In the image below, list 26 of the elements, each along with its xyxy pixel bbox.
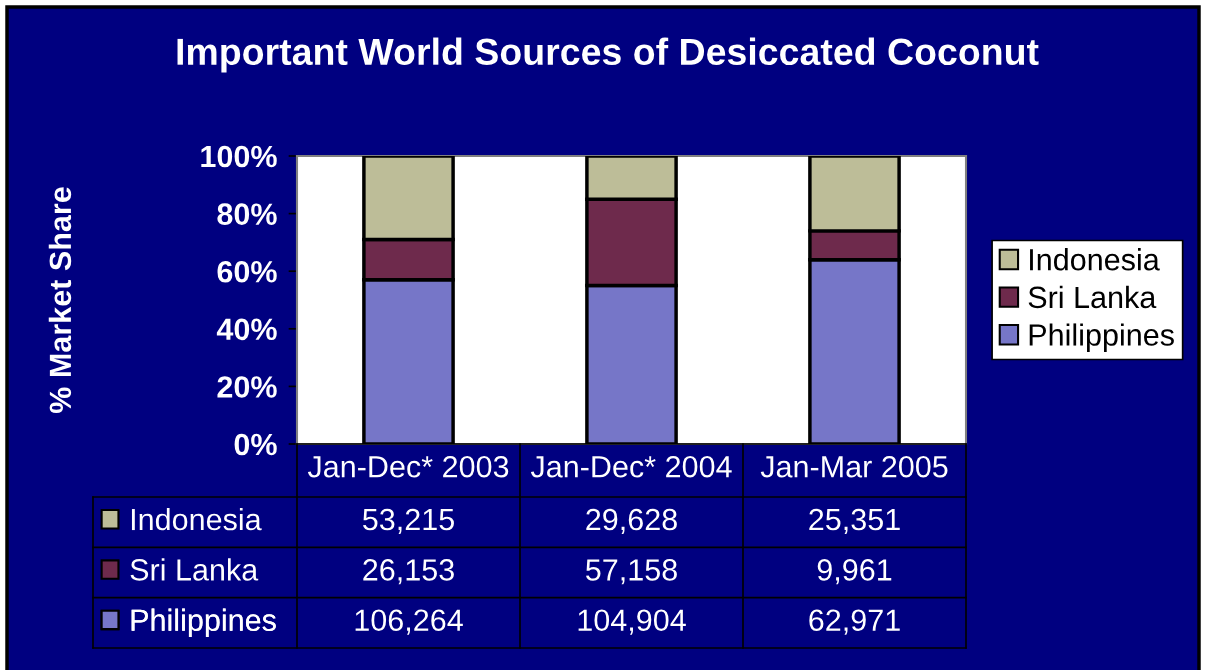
x-tick-label: Jan-Dec* 2004 [530,455,732,478]
y-tick-label: 0% [234,433,277,456]
y-tick-label: 20% [217,376,277,398]
y-axis-title: % Market Share [48,187,72,414]
y-tick-label: 60% [217,260,277,283]
y-tick-label: 100% [201,145,277,168]
text: 26,153 [363,559,454,585]
text: 9,961 [817,559,892,585]
legend-label: Indonesia [131,507,262,531]
y-tick-label: 80% [217,203,277,225]
legend-label: Sri Lanka [130,558,259,581]
text: 25,351 [809,508,900,534]
legend-label: Sri Lanka [1028,285,1157,309]
text: 62,971 [809,609,900,635]
text: 106,264 [355,609,463,635]
text: 29,628 [586,508,677,534]
legend-label: Philippines [131,608,276,638]
y-tick-label: 40% [216,318,277,341]
text: 57,158 [586,559,677,585]
chart-title: Important World Sources of Desiccated Coconut [177,37,1039,73]
text: 104,904 [578,609,686,635]
x-tick-label: Jan-Mar 2005 [760,455,948,478]
x-tick-label: Jan-Dec* 2003 [307,455,509,478]
legend-label: Indonesia [1030,248,1160,271]
text: 53,215 [363,508,454,534]
legend-label: Philippines [1029,323,1174,352]
